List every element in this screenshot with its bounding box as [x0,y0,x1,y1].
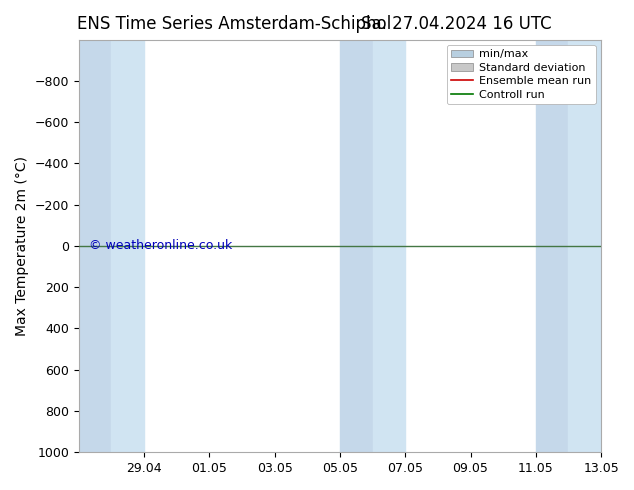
Bar [112,40,144,452]
Bar [536,40,569,452]
Text: ENS Time Series Amsterdam-Schiphol: ENS Time Series Amsterdam-Schiphol [77,15,392,33]
Text: Sa. 27.04.2024 16 UTC: Sa. 27.04.2024 16 UTC [361,15,552,33]
Bar [340,40,373,452]
Legend: min/max, Standard deviation, Ensemble mean run, Controll run: min/max, Standard deviation, Ensemble me… [446,45,595,104]
Y-axis label: Max Temperature 2m (°C): Max Temperature 2m (°C) [15,156,29,336]
Bar [79,40,112,452]
Text: © weatheronline.co.uk: © weatheronline.co.uk [89,240,233,252]
Bar [569,40,601,452]
Bar [373,40,405,452]
